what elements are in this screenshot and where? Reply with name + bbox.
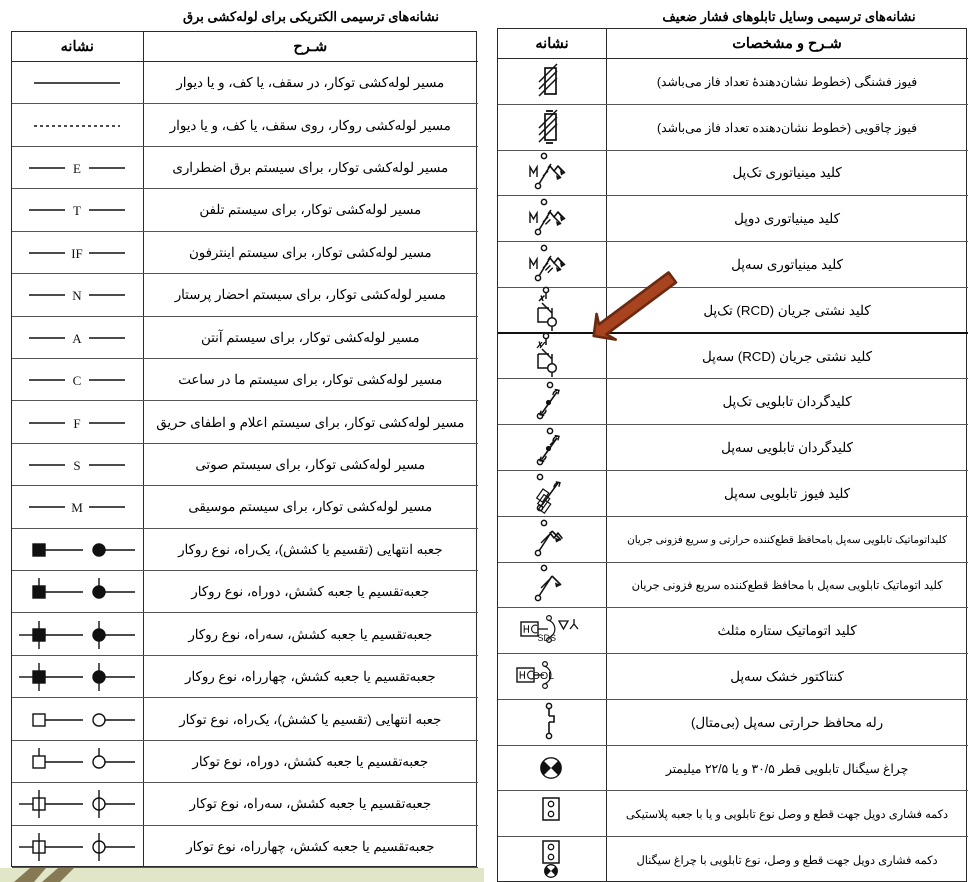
svg-text:C: C <box>73 373 82 388</box>
svg-text:S: S <box>74 458 81 473</box>
svg-text:T: T <box>73 203 81 218</box>
svg-text:A: A <box>73 331 83 346</box>
svg-text:F: F <box>74 416 81 431</box>
svg-text:N: N <box>73 288 83 303</box>
svg-text:DOL: DOL <box>532 670 554 682</box>
svg-text:M: M <box>71 500 83 515</box>
svg-text:IF: IF <box>71 246 83 261</box>
svg-text:SDS: SDS <box>537 633 556 643</box>
svg-text:E: E <box>73 161 81 176</box>
